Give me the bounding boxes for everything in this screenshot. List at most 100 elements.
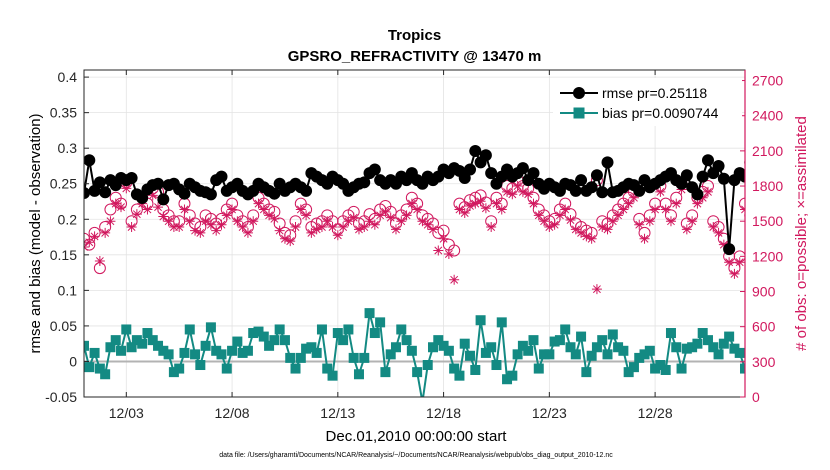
obs-assimilated-point bbox=[110, 198, 121, 209]
bias-point bbox=[369, 328, 380, 339]
obs-assimilated-point bbox=[390, 224, 401, 235]
bias-point bbox=[634, 352, 645, 363]
bias-point bbox=[428, 342, 439, 353]
obs-assimilated-point bbox=[348, 212, 359, 223]
legend: rmse pr=0.25118 bias pr=0.0090744 bbox=[553, 78, 742, 126]
x-axis-label: Dec.01,2010 00:00:00 start bbox=[326, 428, 508, 445]
bias-point bbox=[687, 342, 698, 353]
obs-assimilated-point bbox=[316, 222, 327, 233]
bias-point bbox=[301, 343, 312, 354]
bias-point bbox=[718, 338, 729, 349]
x-tick-label: 12/08 bbox=[215, 405, 250, 421]
y-right-tick-label: 0 bbox=[752, 389, 760, 405]
bias-point bbox=[110, 335, 121, 346]
bias-series bbox=[84, 308, 745, 397]
bias-point bbox=[454, 370, 465, 381]
obs-assimilated-point bbox=[131, 209, 142, 220]
bias-point bbox=[544, 349, 555, 360]
rmse-point bbox=[712, 159, 725, 172]
bias-point bbox=[253, 326, 264, 337]
obs-assimilated-point bbox=[142, 204, 153, 215]
bias-point bbox=[348, 352, 359, 363]
rmse-point bbox=[680, 169, 693, 182]
bias-point bbox=[539, 349, 550, 360]
obs-assimilated-point bbox=[285, 236, 296, 247]
obs-assimilated-point bbox=[570, 224, 581, 235]
obs-assimilated-point bbox=[216, 219, 227, 230]
obs-assimilated-point bbox=[200, 216, 211, 227]
rmse-point bbox=[368, 163, 381, 176]
obs-assimilated-point bbox=[591, 284, 602, 295]
obs-assimilated-point bbox=[539, 216, 550, 227]
legend-bias-label: bias pr=0.0090744 bbox=[602, 105, 719, 121]
bias-point bbox=[105, 342, 116, 353]
chart-title: Tropics bbox=[388, 27, 441, 44]
obs-assimilated-point bbox=[184, 216, 195, 227]
bias-point bbox=[486, 342, 497, 353]
bias-point bbox=[581, 367, 592, 378]
rmse-point bbox=[701, 154, 714, 167]
bias-point bbox=[364, 308, 375, 319]
bias-point bbox=[258, 331, 269, 342]
bias-point bbox=[665, 328, 676, 339]
obs-assimilated-point bbox=[433, 245, 444, 256]
rmse-point bbox=[84, 186, 90, 199]
bias-point bbox=[692, 338, 703, 349]
bias-point bbox=[327, 370, 338, 381]
obs-assimilated-point bbox=[126, 222, 137, 233]
obs-assimilated-point bbox=[496, 204, 507, 215]
axis-ticks: 12/03 12/08 12/13 12/18 12/23 12/28 -0.05 0 0.05… bbox=[45, 69, 783, 421]
obs-assimilated-point bbox=[396, 216, 407, 227]
bias-point bbox=[290, 363, 301, 374]
rmse-point bbox=[717, 172, 730, 185]
obs-assimilated-point bbox=[248, 216, 259, 227]
obs-assimilated-point bbox=[486, 222, 497, 233]
bias-point bbox=[295, 352, 306, 363]
y-left-tick-label: 0.3 bbox=[58, 140, 78, 156]
bias-point bbox=[465, 350, 476, 361]
obs-assimilated-point bbox=[724, 257, 735, 268]
rmse-point bbox=[723, 243, 736, 256]
bias-point bbox=[227, 345, 238, 356]
chart-subtitle: GPSRO_REFRACTIVITY @ 13470 m bbox=[288, 48, 542, 65]
bias-point bbox=[216, 349, 227, 360]
rmse-point bbox=[178, 187, 191, 200]
bias-point bbox=[385, 349, 396, 360]
bias-point bbox=[174, 363, 185, 374]
bias-point bbox=[554, 335, 565, 346]
obs-assimilated-point bbox=[554, 210, 565, 221]
obs-assimilated-point bbox=[116, 202, 127, 213]
obs-assimilated-point bbox=[227, 204, 238, 215]
bias-point bbox=[475, 315, 486, 326]
bias-point bbox=[153, 340, 164, 351]
obs-assimilated-point bbox=[528, 198, 539, 209]
y-right-tick-label: 600 bbox=[752, 319, 776, 335]
bias-point bbox=[401, 335, 412, 346]
obs-assimilated-point bbox=[650, 204, 661, 215]
bias-point bbox=[470, 364, 481, 375]
rmse-point bbox=[527, 167, 540, 180]
bias-point bbox=[269, 335, 280, 346]
obs-assimilated-point bbox=[681, 224, 692, 235]
x-tick-label: 12/23 bbox=[532, 405, 567, 421]
bias-point bbox=[406, 345, 417, 356]
bias-point bbox=[322, 363, 333, 374]
rmse-point bbox=[596, 186, 609, 199]
bias-point bbox=[570, 349, 581, 360]
rmse-point bbox=[93, 176, 106, 189]
y-right-tick-label: 1200 bbox=[752, 248, 783, 264]
obs-assimilated-point bbox=[412, 204, 423, 215]
y-right-tick-label: 2100 bbox=[752, 143, 783, 159]
bias-point bbox=[232, 336, 243, 347]
legend-bias-marker bbox=[573, 107, 585, 119]
y-left-tick-label: 0.05 bbox=[50, 318, 77, 334]
bias-point bbox=[480, 347, 491, 358]
bias-point bbox=[126, 342, 137, 353]
bias-point bbox=[639, 349, 650, 360]
obs-assimilated-point bbox=[232, 216, 243, 227]
y-right-tick-label: 300 bbox=[752, 354, 776, 370]
bias-point bbox=[650, 363, 661, 374]
bias-point bbox=[142, 328, 153, 339]
obs-possible-point bbox=[104, 203, 117, 216]
